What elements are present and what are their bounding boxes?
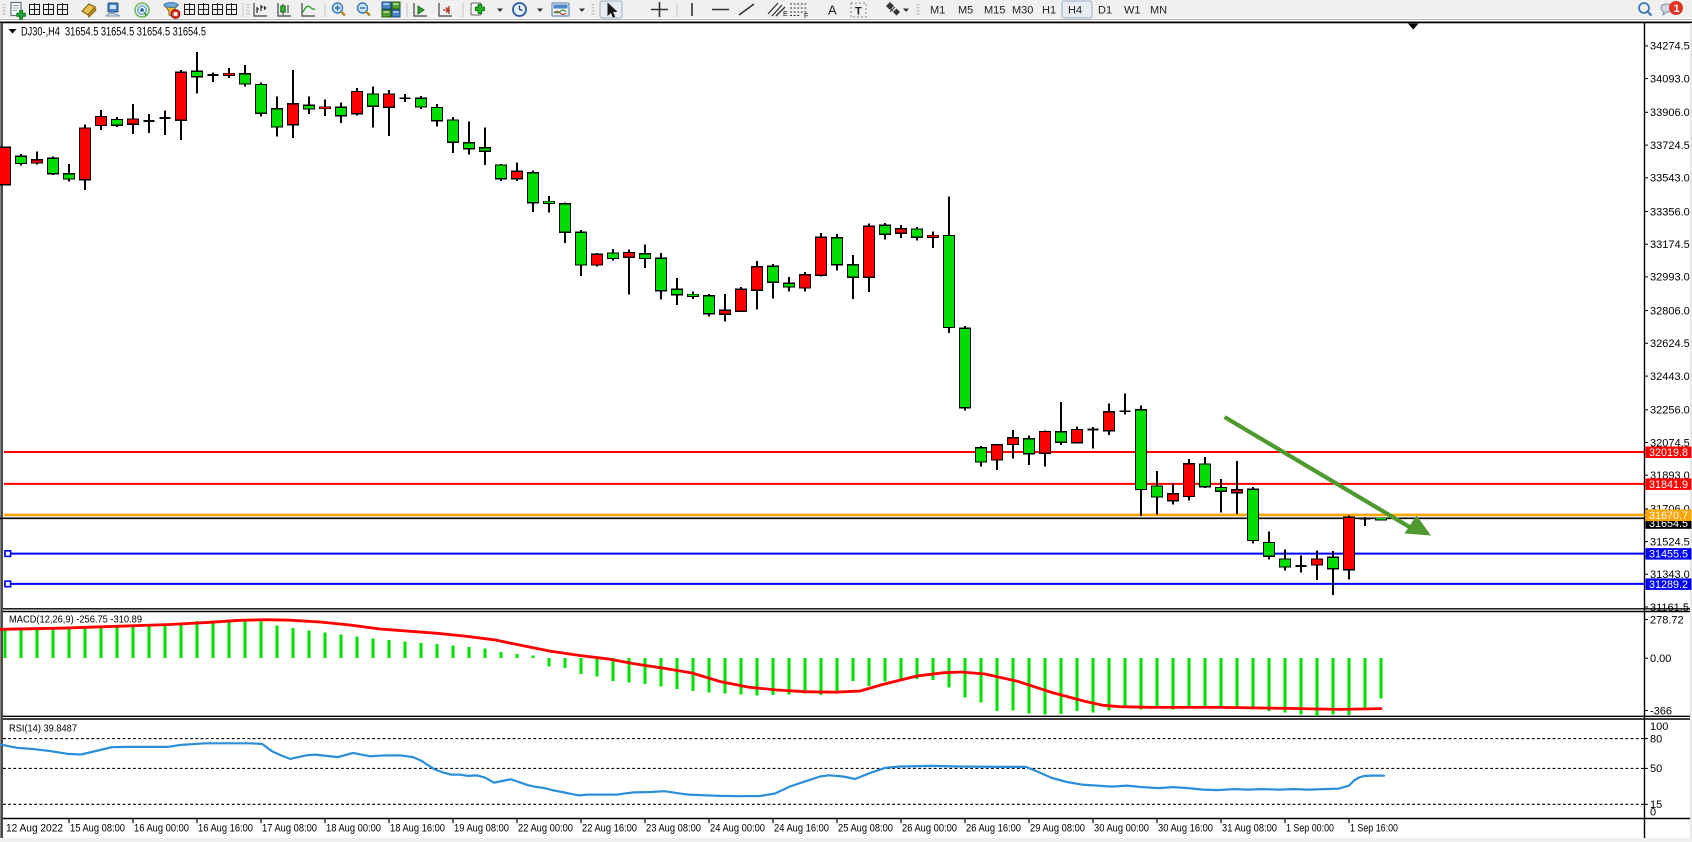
- svg-text:31 Aug 08:00: 31 Aug 08:00: [1222, 823, 1277, 835]
- svg-text:32256.0: 32256.0: [1650, 405, 1690, 417]
- svg-text:15: 15: [1650, 799, 1662, 811]
- svg-text:278.72: 278.72: [1650, 614, 1684, 626]
- svg-text:24 Aug 00:00: 24 Aug 00:00: [710, 823, 765, 835]
- svg-text:33543.0: 33543.0: [1650, 173, 1690, 185]
- svg-text:17 Aug 08:00: 17 Aug 08:00: [262, 823, 317, 835]
- svg-text:30 Aug 00:00: 30 Aug 00:00: [1094, 823, 1149, 835]
- svg-text:0.00: 0.00: [1650, 653, 1671, 665]
- svg-text:RSI(14) 39.8487: RSI(14) 39.8487: [9, 723, 77, 735]
- svg-text:16 Aug 16:00: 16 Aug 16:00: [198, 823, 253, 835]
- svg-text:1 Sep 16:00: 1 Sep 16:00: [1350, 823, 1398, 835]
- svg-text:22 Aug 00:00: 22 Aug 00:00: [518, 823, 573, 835]
- svg-text:18 Aug 16:00: 18 Aug 16:00: [390, 823, 445, 835]
- svg-text:32019.8: 32019.8: [1649, 447, 1688, 459]
- svg-text:M5: M5: [958, 5, 973, 17]
- svg-text:34274.5: 34274.5: [1650, 41, 1690, 53]
- svg-text:32806.0: 32806.0: [1650, 305, 1690, 317]
- svg-text:A: A: [828, 3, 837, 18]
- svg-text:H4: H4: [1068, 5, 1082, 17]
- svg-text:80: 80: [1650, 733, 1662, 745]
- svg-text:M1: M1: [930, 5, 945, 17]
- svg-text:1: 1: [1674, 3, 1680, 15]
- svg-text:33174.5: 33174.5: [1650, 239, 1690, 251]
- svg-text:23 Aug 08:00: 23 Aug 08:00: [646, 823, 701, 835]
- svg-text:W1: W1: [1124, 5, 1141, 17]
- svg-text:T: T: [855, 6, 862, 18]
- svg-text:31524.5: 31524.5: [1650, 536, 1690, 548]
- svg-text:18 Aug 00:00: 18 Aug 00:00: [326, 823, 381, 835]
- svg-text:DJ30-,H4 31654.5 31654.5 3165: DJ30-,H4 31654.5 31654.5 31654.5 31654.5: [21, 27, 206, 39]
- svg-text:31455.5: 31455.5: [1649, 549, 1688, 561]
- svg-text:30 Aug 16:00: 30 Aug 16:00: [1158, 823, 1213, 835]
- svg-text:1 Sep 00:00: 1 Sep 00:00: [1286, 823, 1334, 835]
- svg-text:33356.0: 33356.0: [1650, 206, 1690, 218]
- svg-text:E: E: [783, 11, 788, 18]
- svg-text:26 Aug 00:00: 26 Aug 00:00: [902, 823, 957, 835]
- svg-text:15 Aug 08:00: 15 Aug 08:00: [70, 823, 125, 835]
- svg-text:31289.2: 31289.2: [1649, 579, 1688, 591]
- svg-text:0: 0: [1650, 806, 1656, 818]
- svg-text:M30: M30: [1012, 5, 1033, 17]
- svg-text:25 Aug 08:00: 25 Aug 08:00: [838, 823, 893, 835]
- svg-text:19 Aug 08:00: 19 Aug 08:00: [454, 823, 509, 835]
- svg-text:H1: H1: [1042, 5, 1056, 17]
- svg-text:29 Aug 08:00: 29 Aug 08:00: [1030, 823, 1085, 835]
- svg-text:31343.0: 31343.0: [1650, 569, 1690, 581]
- svg-text:33724.5: 33724.5: [1650, 140, 1690, 152]
- svg-text:100: 100: [1650, 721, 1668, 733]
- svg-text:D1: D1: [1098, 5, 1112, 17]
- svg-text:32624.5: 32624.5: [1650, 338, 1690, 350]
- svg-text:-366: -366: [1650, 705, 1672, 717]
- svg-text:24 Aug 16:00: 24 Aug 16:00: [774, 823, 829, 835]
- svg-text:12 Aug 2022: 12 Aug 2022: [6, 823, 63, 835]
- svg-text:MACD(12,26,9) -256.75 -310.89: MACD(12,26,9) -256.75 -310.89: [9, 613, 142, 625]
- svg-text:26 Aug 16:00: 26 Aug 16:00: [966, 823, 1021, 835]
- svg-text:50: 50: [1650, 763, 1662, 775]
- svg-text:F: F: [804, 13, 808, 20]
- svg-text:32443.0: 32443.0: [1650, 371, 1690, 383]
- svg-text:32993.0: 32993.0: [1650, 272, 1690, 284]
- svg-text:16 Aug 00:00: 16 Aug 00:00: [134, 823, 189, 835]
- svg-text:31670.7: 31670.7: [1649, 510, 1688, 522]
- svg-text:34093.0: 34093.0: [1650, 73, 1690, 85]
- svg-text:MN: MN: [1150, 5, 1167, 17]
- svg-text:33906.0: 33906.0: [1650, 107, 1690, 119]
- svg-text:31161.5: 31161.5: [1650, 602, 1689, 614]
- svg-text:22 Aug 16:00: 22 Aug 16:00: [582, 823, 637, 835]
- svg-text:32074.5: 32074.5: [1650, 437, 1690, 449]
- svg-text:31841.9: 31841.9: [1649, 479, 1688, 491]
- svg-text:M15: M15: [984, 5, 1005, 17]
